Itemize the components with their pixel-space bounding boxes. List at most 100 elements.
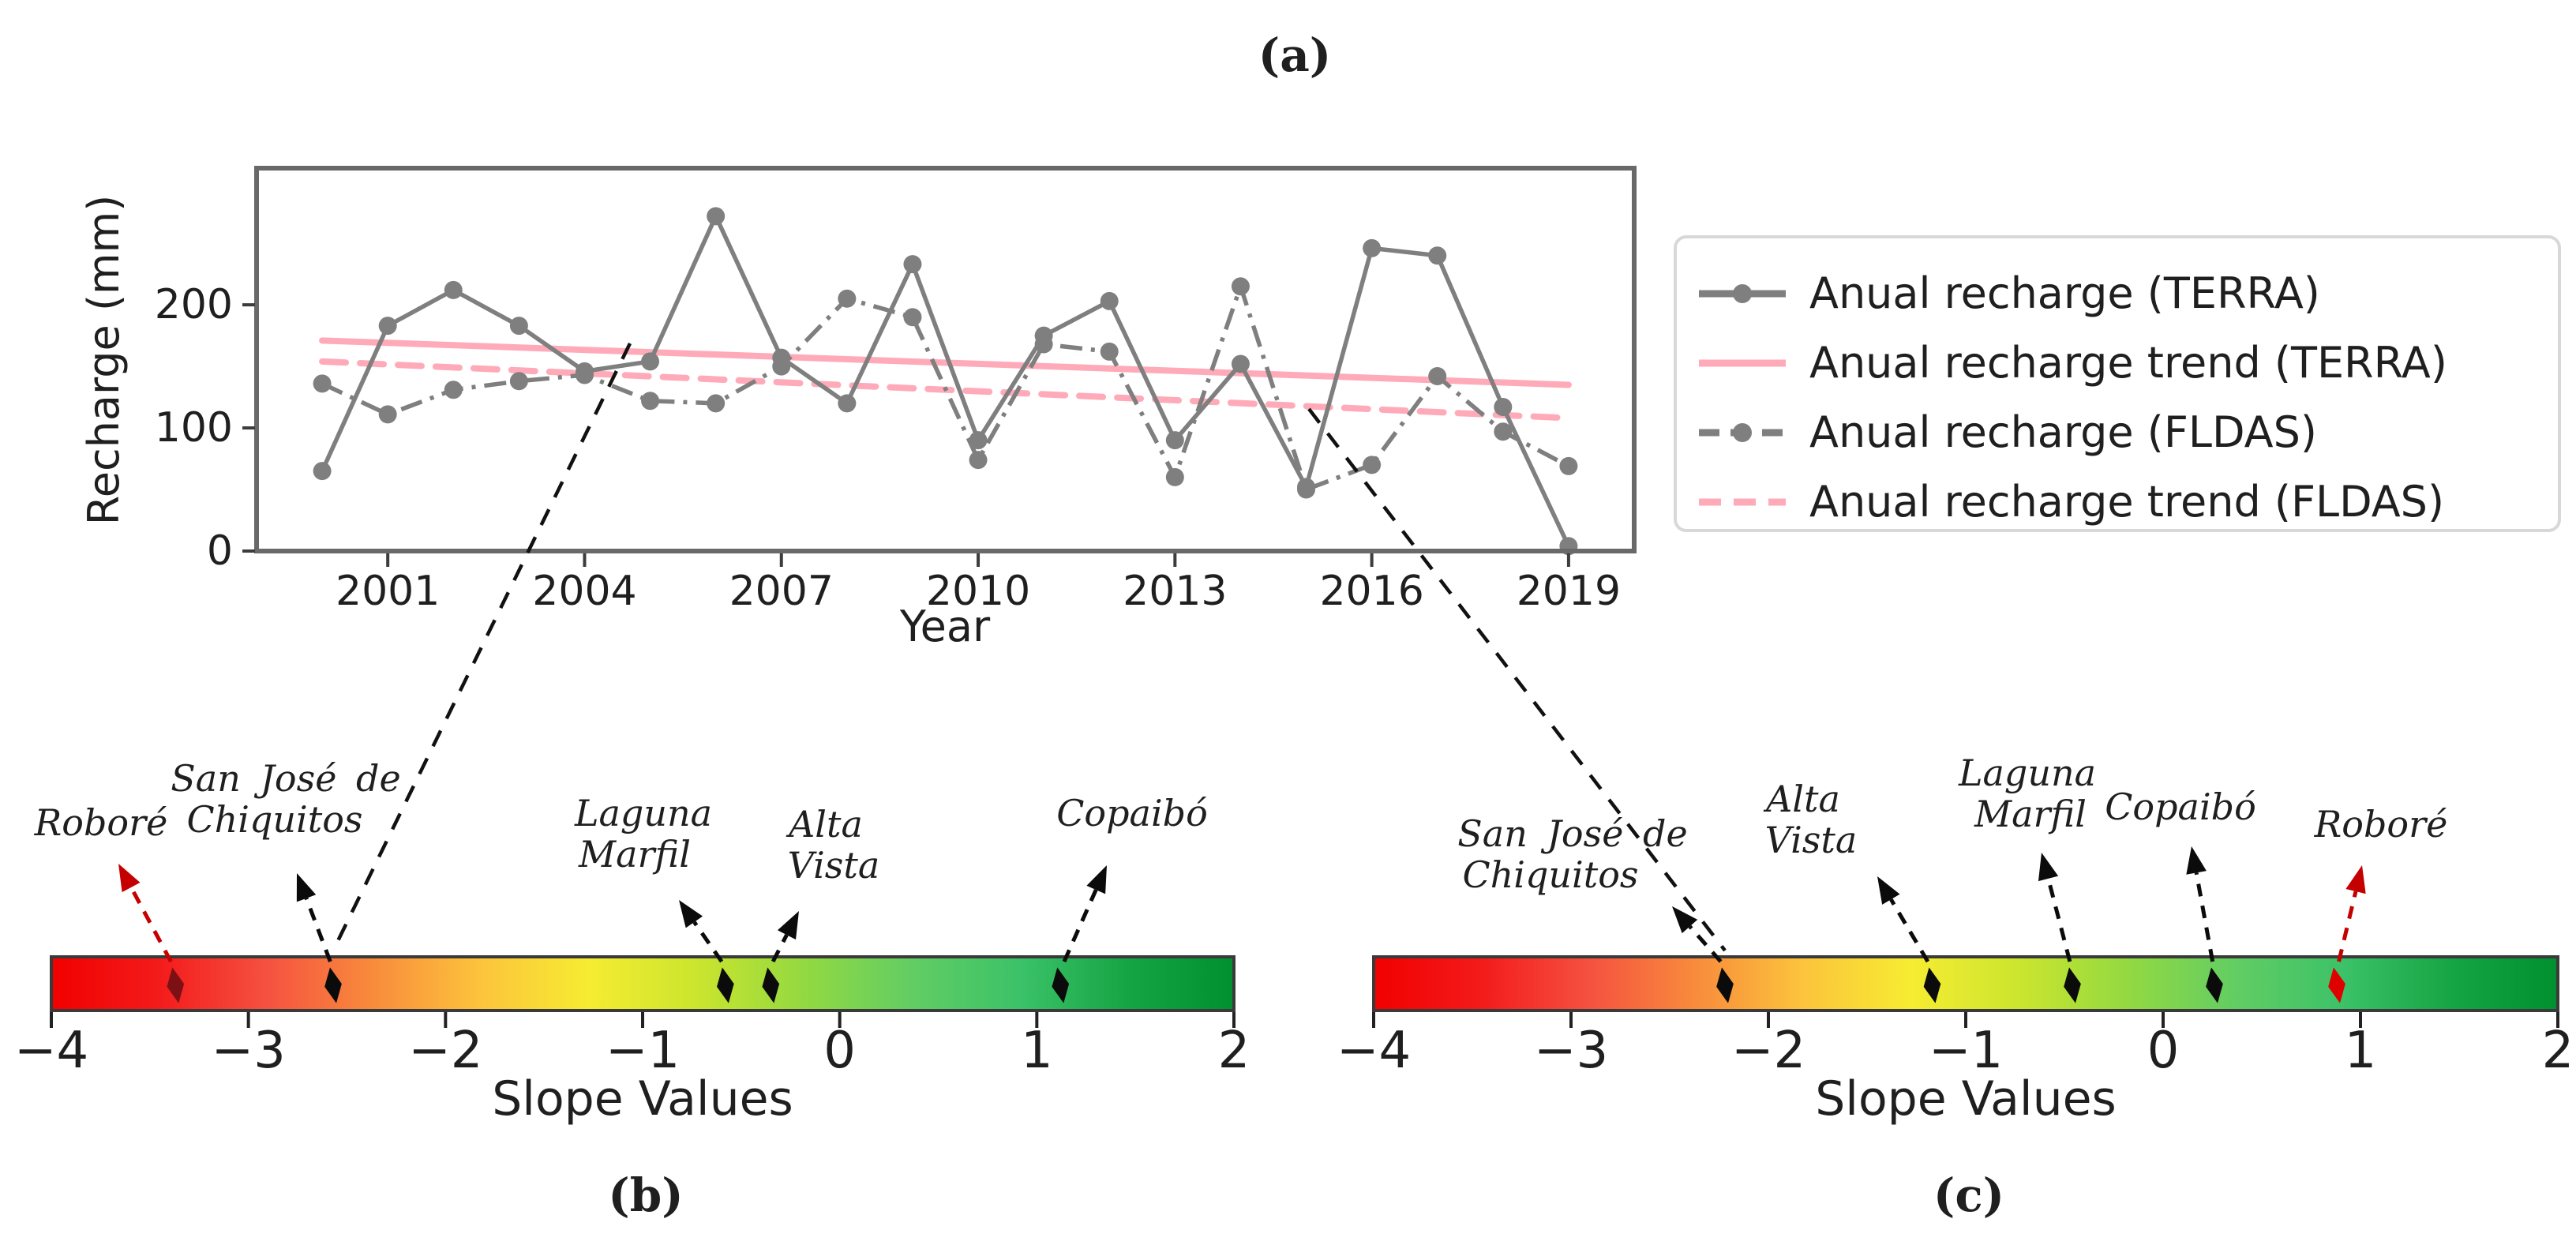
site-marker-diamond	[2064, 967, 2081, 1003]
terra-data-point	[378, 317, 397, 336]
site-label: Alta	[1763, 778, 1840, 820]
site-label: San José de	[171, 757, 400, 800]
site-label: Marfil	[1974, 793, 2087, 835]
colorbar-tick-label: −4	[14, 1022, 88, 1080]
fldas-data-point	[1363, 456, 1382, 474]
site-arrow-head	[2186, 846, 2207, 875]
legend-item-terra-trend: Anual recharge trend (TERRA)	[1699, 338, 2447, 388]
site-arrow-line	[129, 886, 173, 963]
y-tick-label: 0	[207, 527, 233, 575]
colorbar-tick-label: 0	[2147, 1022, 2180, 1080]
legend-label: Anual recharge (TERRA)	[1809, 268, 2320, 318]
colorbar-tick-label: −4	[1337, 1022, 1411, 1080]
site-label: Roboré	[34, 801, 168, 844]
colorbar-gradient-bar	[50, 955, 1236, 1012]
chart-to-colorbar-connectors	[332, 343, 1727, 952]
legend-item-fldas: Anual recharge (FLDAS)	[1699, 407, 2317, 457]
x-tick-label: 2007	[729, 568, 834, 615]
terra-data-point	[1165, 431, 1184, 450]
colorbar-gradient-bar	[1372, 955, 2559, 1012]
fldas-data-point	[575, 366, 594, 384]
site-arrow-head	[679, 900, 703, 928]
fldas-data-point	[378, 405, 397, 424]
site-label: Marfil	[578, 833, 691, 876]
fldas-data-point	[1165, 467, 1184, 486]
colorbar-tick-label: −2	[408, 1022, 482, 1080]
fldas-data-point	[1100, 342, 1119, 361]
colorbar-tick-label: 1	[1021, 1022, 1053, 1080]
terra-data-point	[903, 255, 922, 274]
legend-label: Anual recharge trend (TERRA)	[1809, 338, 2447, 388]
terra-marker-swatch	[1733, 284, 1752, 303]
x-tick-label: 2010	[926, 568, 1030, 615]
site-label: Copaibó	[1056, 792, 1208, 834]
slope-values-title-c: Slope Values	[1815, 1071, 2117, 1127]
site-arrow-line	[2046, 878, 2072, 962]
site-label: Laguna	[574, 792, 712, 834]
x-tick-label: 2004	[532, 568, 636, 615]
colorbar-tick-label: −3	[1534, 1022, 1608, 1080]
site-arrow-head	[2038, 853, 2059, 882]
site-arrow-head	[777, 911, 799, 940]
site-arrow-head	[1877, 876, 1900, 905]
y-axis-title: Recharge (mm)	[79, 195, 129, 526]
fldas-data-point	[1559, 456, 1578, 475]
terra-data-point	[1231, 354, 1250, 373]
terra-data-point	[313, 462, 332, 481]
fldas-data-point	[1231, 277, 1250, 296]
site-arrow-line	[1688, 924, 1723, 963]
site-arrow-line	[692, 921, 724, 963]
site-label: Roboré	[2314, 803, 2448, 846]
site-label: Alta	[786, 803, 863, 846]
terra-data-point	[509, 317, 528, 336]
legend-label: Anual recharge (FLDAS)	[1809, 407, 2317, 457]
fldas-data-point	[444, 381, 463, 399]
terra-data-point	[707, 207, 726, 226]
colorbar-tick-label: 2	[2542, 1022, 2574, 1080]
fldas-data-point	[707, 394, 726, 413]
terra-trend-line	[319, 337, 1572, 388]
fldas-data-point	[1428, 367, 1447, 386]
y-tick-label: 100	[155, 404, 233, 452]
plot-box	[254, 166, 1637, 553]
site-label: San José de	[1457, 812, 1687, 855]
terra-data-point	[1363, 238, 1382, 257]
site-marker-diamond	[167, 967, 185, 1003]
terra-data-point	[838, 394, 857, 413]
site-arrow-line	[1062, 889, 1098, 963]
panel-a-label: (a)	[1258, 28, 1331, 82]
fldas-data-point	[1297, 480, 1316, 499]
legend-box	[1674, 235, 2561, 532]
recharge-chart: 2001 2004 2007 2010 2013 2016 2019 0 100 200	[155, 166, 1637, 615]
site-arrow-head	[1672, 906, 1698, 934]
fldas-data-point	[641, 392, 660, 411]
legend-item-fldas-trend: Anual recharge trend (FLDAS)	[1699, 477, 2444, 527]
site-label: Chiquitos	[1462, 853, 1638, 896]
fldas-data-point	[509, 372, 528, 391]
colorbar-tick-label: −1	[1929, 1022, 2003, 1080]
site-marker-diamond	[2328, 967, 2345, 1003]
colorbar-tick-label: −2	[1731, 1022, 1805, 1080]
y-tick-label: 200	[155, 281, 233, 328]
site-label: Vista	[1765, 819, 1858, 861]
fldas-data-point	[313, 374, 332, 393]
fldas-data-point	[838, 289, 857, 308]
colorbar-tick-label: 1	[2345, 1022, 2377, 1080]
terra-data-point	[1494, 398, 1513, 417]
terra-data-point	[969, 431, 988, 450]
x-tick-label: 2001	[336, 568, 440, 615]
x-tick-label: 2016	[1319, 568, 1423, 615]
x-tick-label: 2019	[1517, 568, 1621, 615]
x-tick-label: 2013	[1123, 568, 1227, 615]
site-arrow-head	[118, 864, 141, 893]
slope-values-title-b: Slope Values	[492, 1071, 793, 1127]
fldas-data-point	[903, 308, 922, 327]
connector-dashed-line	[332, 343, 632, 951]
site-arrow-line	[2337, 891, 2358, 962]
fldas-data-point	[772, 357, 791, 376]
terra-data-point	[641, 352, 660, 371]
colorbar-tick-label: 2	[1218, 1022, 1251, 1080]
terra-data-point	[444, 280, 463, 299]
